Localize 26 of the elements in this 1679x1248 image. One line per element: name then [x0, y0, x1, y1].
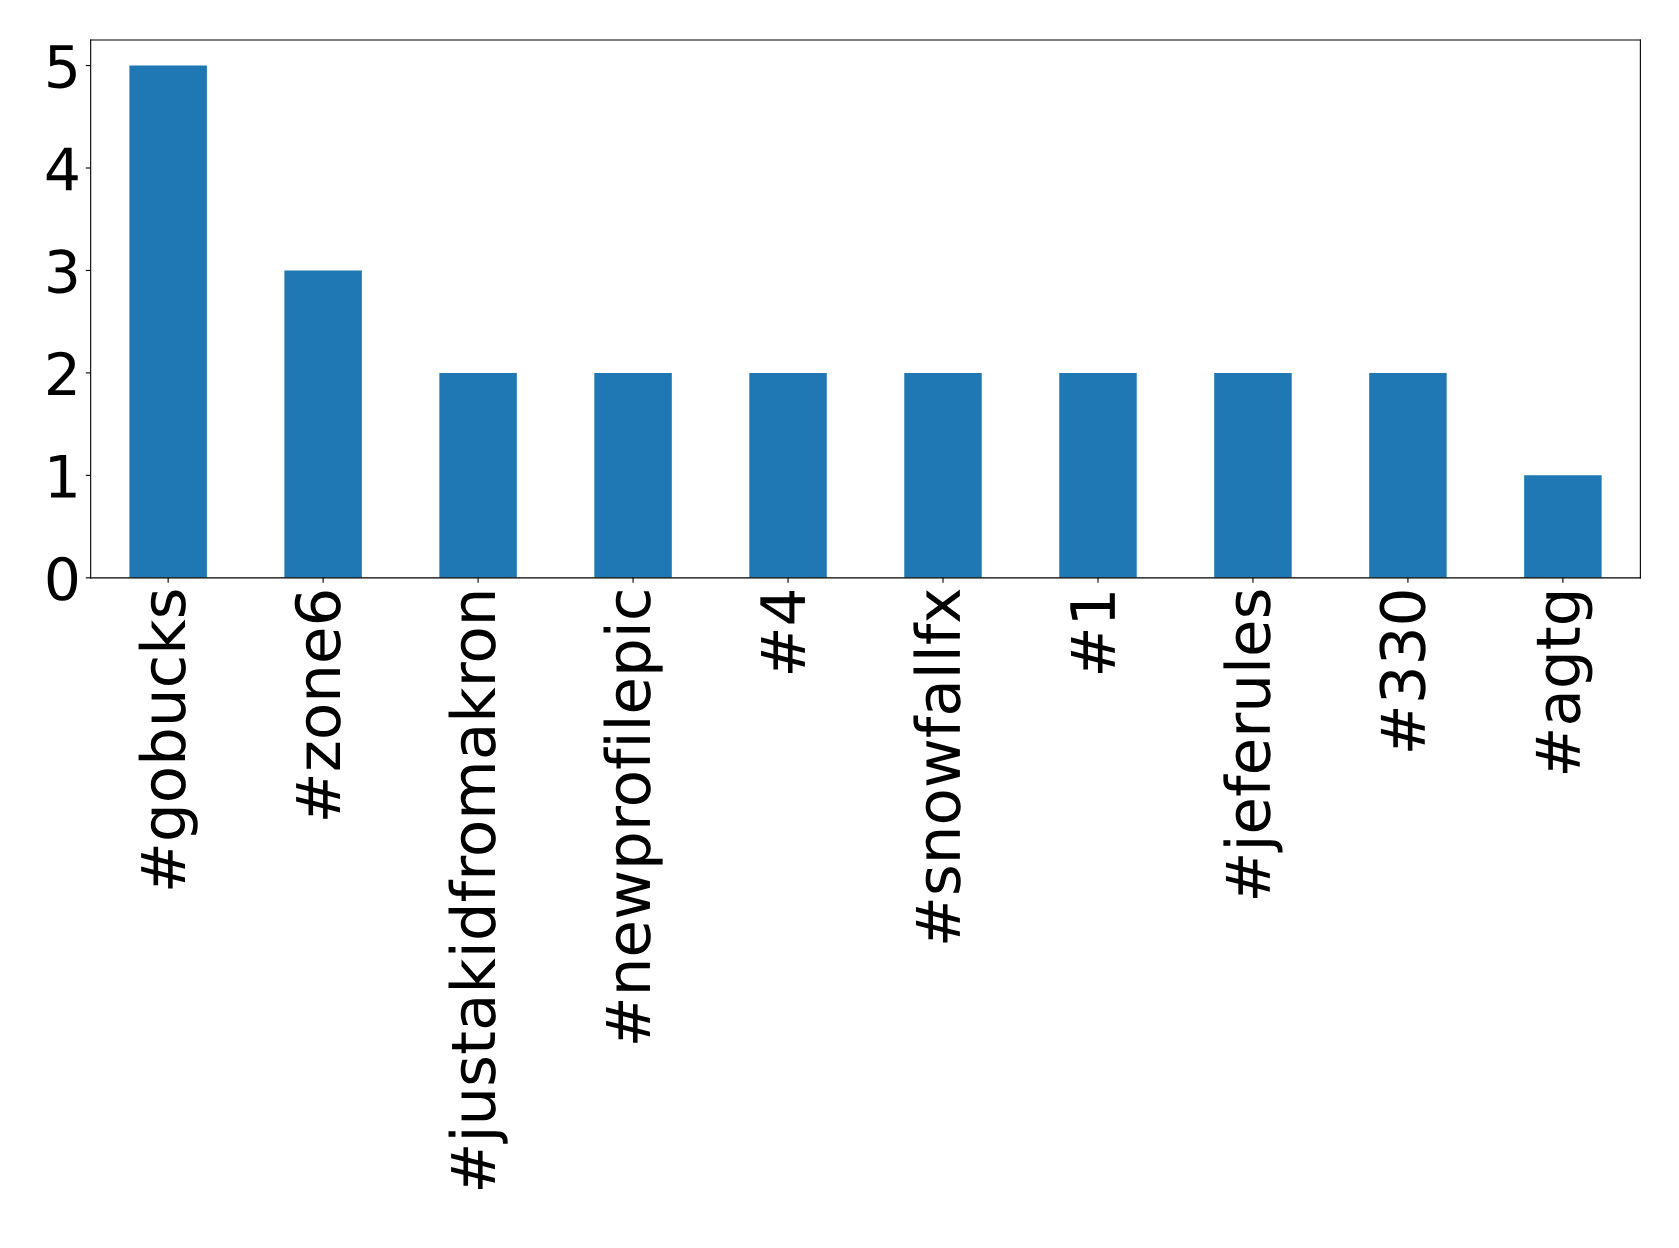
bar: [904, 372, 982, 578]
bar: [1059, 372, 1137, 578]
bar: [284, 270, 362, 578]
bar: [1369, 372, 1447, 578]
y-tick-label: 1: [50, 455, 76, 498]
bar: [129, 65, 207, 578]
x-tick-label: #newprofilepic: [603, 591, 663, 1043]
x-tick-label: #zone6: [294, 591, 341, 819]
y-tick-label: 0: [47, 556, 78, 601]
bar: [594, 372, 672, 578]
x-tick-label: #snowfallfx: [913, 589, 961, 943]
x-tick-label: #330: [1379, 591, 1426, 751]
bar: [1214, 372, 1292, 578]
y-tick-label: 5: [48, 45, 76, 89]
x-tick-label: #jeferules: [1223, 590, 1283, 898]
x-tick-label: #gobucks: [138, 590, 198, 889]
bar: [749, 372, 827, 578]
y-tick-label: 4: [46, 147, 78, 191]
bar: [1524, 475, 1602, 578]
y-tick-label: 2: [48, 351, 76, 396]
x-tick-label: #4: [760, 590, 805, 673]
x-tick-label: #1: [1070, 593, 1115, 673]
y-tick-label: 3: [48, 249, 77, 294]
bar: [439, 372, 517, 578]
x-tick-label: #agtg: [1535, 593, 1593, 774]
x-tick-label: #justakidfromakron: [448, 592, 508, 1190]
